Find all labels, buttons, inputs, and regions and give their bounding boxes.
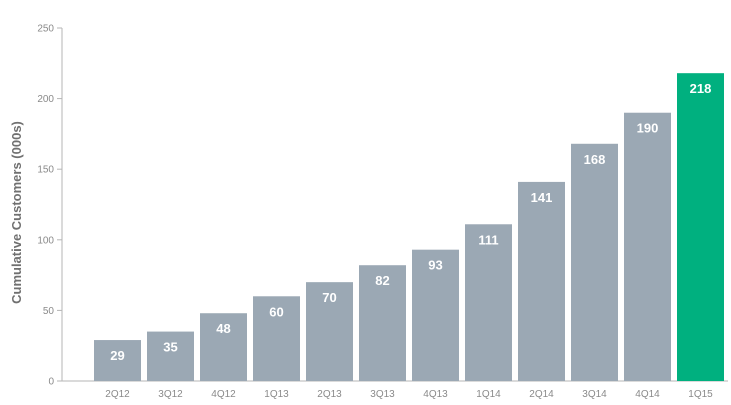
y-axis-title: Cumulative Customers (000s) [9,121,24,304]
bar-value-label: 218 [690,81,712,96]
y-tick-label: 150 [37,165,54,176]
x-tick-label: 2Q12 [105,389,130,400]
bar-1q13 [253,296,300,381]
bar-value-label: 60 [269,304,283,319]
bar-value-label: 35 [163,340,177,355]
bar-value-label: 168 [584,152,606,167]
bar-4q14 [624,112,671,381]
bar-3q13 [359,265,406,381]
bar-3q14 [571,143,618,381]
bar-2q13 [306,282,353,381]
y-tick-label: 0 [48,377,54,388]
x-tick-label: 4Q12 [211,389,236,400]
x-tick-label: 4Q13 [423,389,448,400]
bar-value-label: 82 [375,273,389,288]
y-tick-label: 100 [37,235,54,246]
bar-1q14 [465,224,512,381]
x-tick-label: 3Q13 [370,389,395,400]
bar-value-label: 70 [322,290,336,305]
bar-value-label: 29 [110,348,124,363]
x-axis: 2Q12 3Q12 4Q12 1Q13 2Q13 3Q13 4Q13 1Q14 2Q14 3Q14… [62,380,728,400]
bar-2q14 [518,181,565,381]
bar-3q12 [147,331,194,381]
bar-2q12 [94,340,141,381]
bars: 29 35 48 60 70 82 93 111 141 168 190 218 [94,73,724,382]
x-tick-label: 3Q12 [158,389,183,400]
bar-value-label: 93 [428,258,442,273]
x-tick-label: 4Q14 [635,389,660,400]
bar-4q13 [412,249,459,381]
y-axis: 0 50 100 150 200 250 [37,24,63,388]
x-tick-label: 1Q13 [264,389,289,400]
bar-value-label: 48 [216,321,230,336]
bar-value-label: 141 [531,190,553,205]
x-tick-label: 2Q13 [317,389,342,400]
x-tick-label: 2Q14 [529,389,554,400]
x-tick-label: 1Q14 [476,389,501,400]
bar-1q15 [677,73,724,382]
x-tick-label: 1Q15 [688,389,713,400]
bar-value-label: 190 [637,121,659,136]
x-tick-label: 3Q14 [582,389,607,400]
bar-value-label: 111 [478,232,498,247]
y-tick-label: 250 [37,24,54,35]
bar-4q12 [200,313,247,381]
y-tick-label: 50 [43,306,55,317]
y-tick-label: 200 [37,94,54,105]
